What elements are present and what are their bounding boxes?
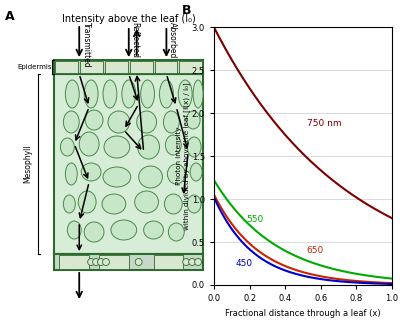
Ellipse shape xyxy=(193,80,203,108)
Y-axis label: Photon intensity
within divided by above the leaf [I(x) / I₀]: Photon intensity within divided by above… xyxy=(176,82,190,230)
Ellipse shape xyxy=(63,111,79,133)
Ellipse shape xyxy=(160,80,173,108)
Circle shape xyxy=(102,259,110,266)
Ellipse shape xyxy=(178,80,192,108)
Ellipse shape xyxy=(60,138,74,156)
Text: B: B xyxy=(182,4,192,17)
Ellipse shape xyxy=(187,195,201,213)
Ellipse shape xyxy=(138,135,160,159)
Ellipse shape xyxy=(108,111,130,133)
Circle shape xyxy=(183,259,190,266)
Circle shape xyxy=(88,259,94,266)
Text: 650: 650 xyxy=(306,246,324,255)
Text: Reflected: Reflected xyxy=(131,22,140,58)
Text: Mesophyll: Mesophyll xyxy=(23,145,32,183)
Ellipse shape xyxy=(166,135,181,155)
Circle shape xyxy=(98,259,104,266)
Circle shape xyxy=(135,259,142,266)
Text: Transmitted: Transmitted xyxy=(82,22,91,68)
Ellipse shape xyxy=(167,164,185,184)
Bar xyxy=(80,61,103,73)
Text: 550: 550 xyxy=(246,215,263,224)
Ellipse shape xyxy=(164,194,182,214)
Text: Epidermis: Epidermis xyxy=(17,64,52,70)
Ellipse shape xyxy=(103,80,117,108)
Ellipse shape xyxy=(135,191,158,213)
Bar xyxy=(99,255,129,269)
Ellipse shape xyxy=(137,111,156,133)
Bar xyxy=(105,61,128,73)
Ellipse shape xyxy=(84,222,104,242)
Bar xyxy=(60,255,89,269)
Ellipse shape xyxy=(190,163,202,181)
Ellipse shape xyxy=(85,110,103,130)
Ellipse shape xyxy=(164,111,179,133)
Ellipse shape xyxy=(78,191,96,213)
Ellipse shape xyxy=(103,167,131,187)
Bar xyxy=(54,74,203,254)
Text: A: A xyxy=(5,10,14,23)
Ellipse shape xyxy=(79,132,99,156)
Ellipse shape xyxy=(63,195,75,213)
Ellipse shape xyxy=(65,163,77,185)
Circle shape xyxy=(195,259,202,266)
Bar xyxy=(154,255,183,269)
Bar xyxy=(154,61,177,73)
Ellipse shape xyxy=(111,220,137,240)
Text: Intensity above the leaf (I₀): Intensity above the leaf (I₀) xyxy=(62,14,196,24)
Text: 750 nm: 750 nm xyxy=(306,119,341,128)
Circle shape xyxy=(93,259,100,266)
Bar xyxy=(54,60,203,74)
Ellipse shape xyxy=(122,80,136,108)
Ellipse shape xyxy=(84,80,98,108)
Text: Absorbed: Absorbed xyxy=(168,22,177,58)
Circle shape xyxy=(189,259,196,266)
Ellipse shape xyxy=(144,221,164,239)
Text: 450: 450 xyxy=(235,259,252,268)
Bar xyxy=(130,61,152,73)
Ellipse shape xyxy=(186,111,200,129)
Ellipse shape xyxy=(187,137,201,157)
Ellipse shape xyxy=(81,163,101,181)
Ellipse shape xyxy=(139,166,162,188)
Ellipse shape xyxy=(67,221,81,239)
X-axis label: Fractional distance through a leaf (x): Fractional distance through a leaf (x) xyxy=(225,308,381,317)
Ellipse shape xyxy=(102,194,126,214)
Ellipse shape xyxy=(168,223,184,241)
Ellipse shape xyxy=(141,80,154,108)
Bar xyxy=(54,254,203,270)
Ellipse shape xyxy=(65,80,79,108)
Ellipse shape xyxy=(104,136,130,158)
Bar xyxy=(179,61,202,73)
Bar xyxy=(56,61,78,73)
